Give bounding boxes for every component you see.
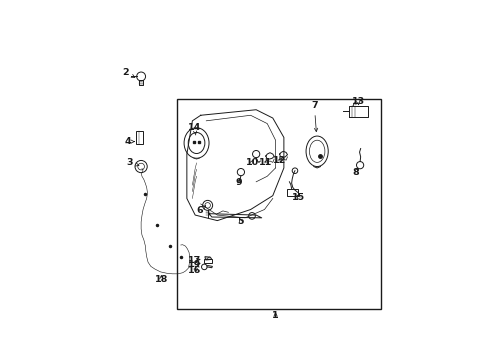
Text: 16: 16 [187,266,201,275]
Text: 19: 19 [187,261,201,269]
Text: 3: 3 [126,158,139,167]
Text: 4: 4 [124,137,134,146]
Text: 10: 10 [245,158,258,167]
Text: 2: 2 [122,68,135,77]
Text: 5: 5 [237,217,244,226]
Polygon shape [204,257,211,260]
Text: 17: 17 [187,256,201,265]
Text: 6: 6 [196,206,205,215]
Bar [204,258,212,263]
Text: 13: 13 [351,97,364,106]
Text: 15: 15 [291,193,304,202]
Text: 18: 18 [154,275,168,284]
Bar [135,131,143,144]
Text: 11: 11 [259,158,272,167]
Text: 8: 8 [352,168,359,177]
Text: 9: 9 [235,178,242,187]
Text: 1: 1 [272,311,278,320]
Text: 14: 14 [187,123,201,135]
Bar [286,189,297,195]
Bar [177,99,380,309]
Text: 12: 12 [272,156,286,165]
Text: 7: 7 [310,101,317,132]
